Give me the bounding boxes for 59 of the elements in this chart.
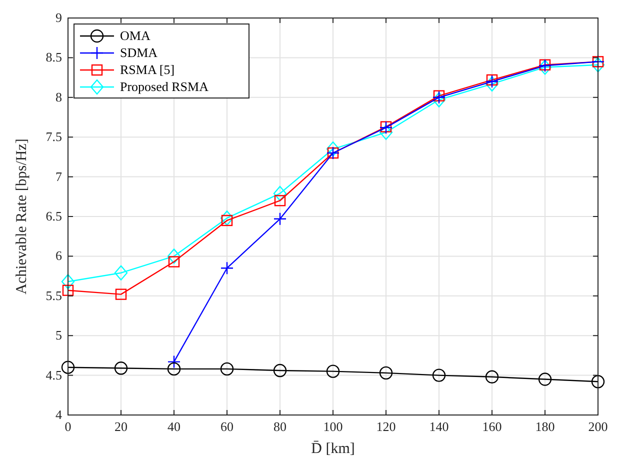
point [167, 248, 181, 264]
y-axis-title: Achievable Rate [bps/Hz] [14, 138, 30, 294]
point [220, 210, 234, 226]
x-tick-label: 80 [274, 419, 286, 434]
point [485, 74, 499, 88]
y-tick-label: 4 [56, 407, 62, 422]
y-tick-label: 9 [56, 10, 62, 25]
x-tick-label: 140 [429, 419, 449, 434]
x-tick-label: 0 [64, 419, 72, 434]
x-tick-label: 120 [376, 419, 396, 434]
point [273, 364, 287, 378]
point [61, 274, 75, 290]
legend-label: SDMA [120, 45, 158, 60]
y-tick-label: 7.5 [46, 129, 62, 144]
point [220, 262, 234, 275]
point [591, 57, 605, 72]
point [273, 186, 287, 202]
point [485, 370, 499, 384]
x-tick-label: 180 [535, 419, 555, 434]
point [432, 90, 446, 104]
y-tick-label: 8.5 [46, 50, 62, 65]
x-tick-label: 160 [482, 419, 502, 434]
point [167, 355, 181, 368]
point [379, 366, 393, 380]
point [220, 362, 234, 376]
point [167, 362, 181, 376]
point [114, 265, 128, 280]
point [591, 375, 605, 388]
x-axis-title: D̄ [km] [311, 440, 355, 457]
point [326, 141, 340, 157]
point [114, 362, 128, 375]
point [432, 368, 446, 382]
y-tick-label: 5.5 [46, 288, 62, 303]
point [326, 364, 340, 378]
x-tick-label: 40 [168, 419, 180, 434]
legend-label: OMA [120, 28, 151, 43]
point [273, 212, 287, 226]
y-tick-label: 7 [56, 168, 62, 184]
point [62, 284, 74, 296]
point [379, 124, 393, 140]
x-tick-label: 20 [114, 419, 128, 434]
point [538, 372, 552, 386]
y-tick-label: 6.5 [46, 208, 62, 224]
x-tick-label: 60 [220, 419, 234, 434]
y-tick-label: 6 [56, 248, 62, 264]
y-tick-label: 8 [56, 89, 62, 104]
point [61, 360, 75, 374]
x-tick-label: 200 [588, 419, 608, 434]
point [115, 288, 127, 300]
point [432, 92, 446, 108]
x-tick-label: 100 [323, 419, 343, 434]
y-tick-label: 4.5 [46, 367, 62, 382]
point [485, 76, 499, 92]
y-tick-label: 5 [56, 328, 62, 343]
legend-label: RSMA [5] [120, 62, 175, 77]
point [221, 214, 233, 226]
point [538, 60, 552, 75]
point [274, 195, 286, 206]
legend-label: Proposed RSMA [120, 79, 210, 94]
